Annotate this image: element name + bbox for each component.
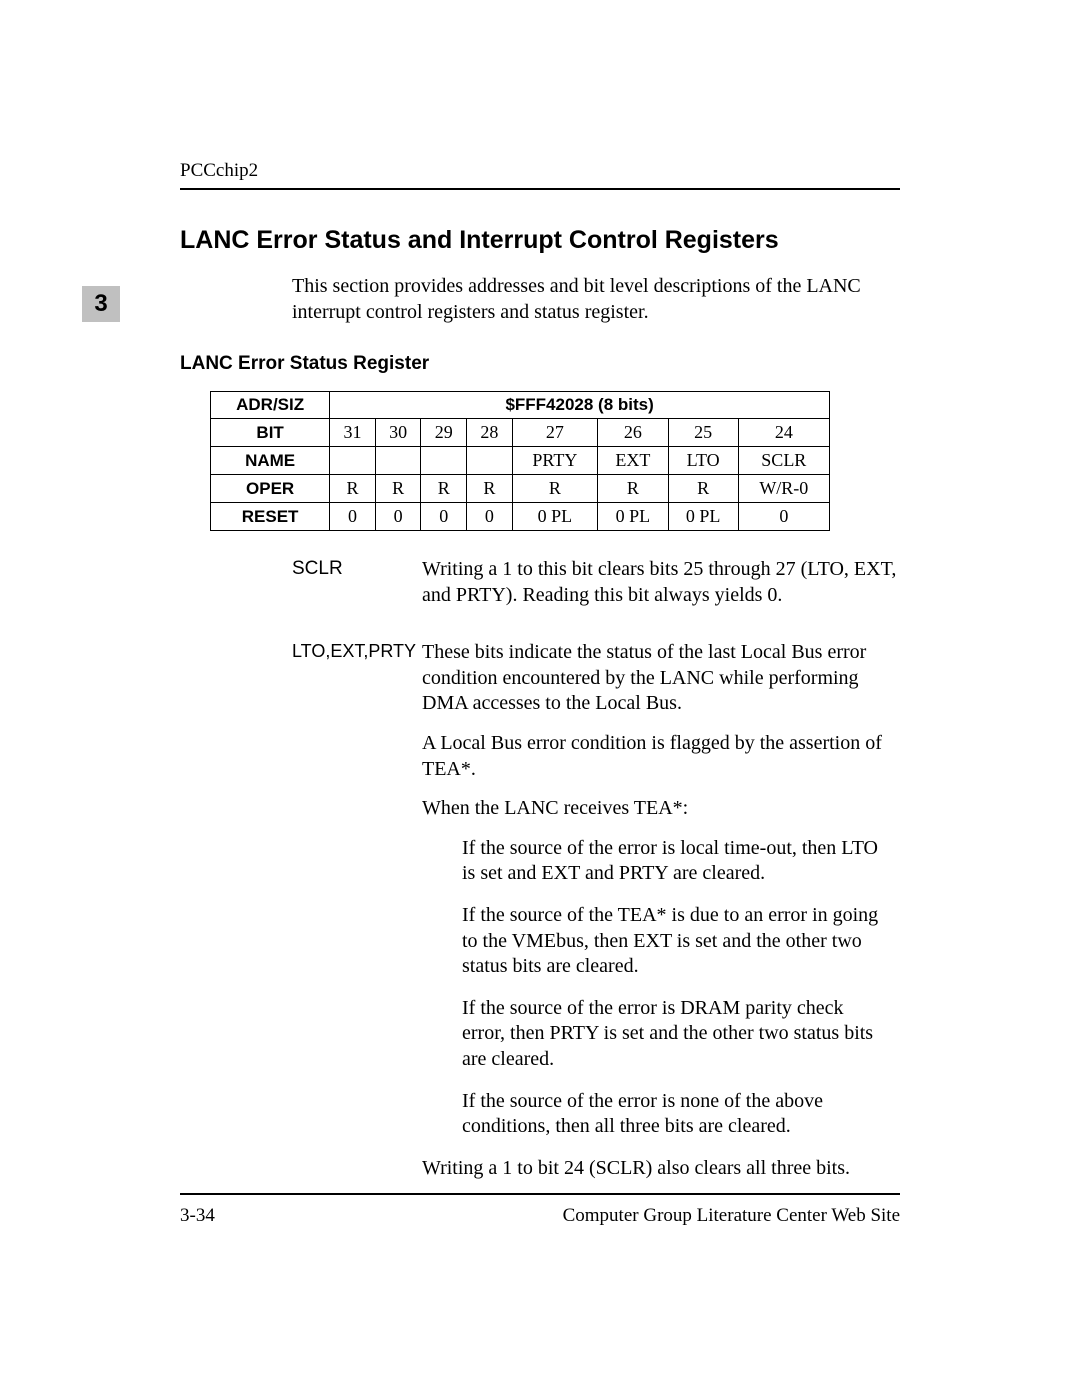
def-lto-p2: A Local Bus error condition is flagged b…: [422, 731, 900, 782]
oper-cell: W/R-0: [738, 475, 829, 503]
table-row-bit: BIT 31 30 29 28 27 26 25 24: [211, 419, 830, 447]
table-row-reset: RESET 0 0 0 0 0 PL 0 PL 0 PL 0: [211, 503, 830, 531]
def-term-sclr: SCLR: [292, 557, 422, 622]
def-lto-p4: Writing a 1 to bit 24 (SCLR) also clears…: [422, 1156, 900, 1182]
running-header: PCCchip2: [180, 160, 900, 182]
table-row-adr: ADR/SIZ $FFF42028 (8 bits): [211, 392, 830, 419]
intro-paragraph: This section provides addresses and bit …: [292, 273, 900, 325]
footer-text: Computer Group Literature Center Web Sit…: [563, 1205, 900, 1227]
oper-cell: R: [421, 475, 467, 503]
section-title: LANC Error Status and Interrupt Control …: [180, 226, 900, 255]
page-number: 3-34: [180, 1205, 215, 1227]
page: PCCchip2 3 LANC Error Status and Interru…: [0, 0, 1080, 1397]
def-body-sclr: Writing a 1 to this bit clears bits 25 t…: [422, 557, 900, 622]
bit-cell: 29: [421, 419, 467, 447]
reset-cell: 0: [421, 503, 467, 531]
def-term-lto: LTO,EXT,PRTY: [292, 640, 422, 1195]
def-lto-p1: These bits indicate the status of the la…: [422, 640, 900, 717]
reset-cell: 0: [375, 503, 421, 531]
bit-cell: 31: [330, 419, 376, 447]
oper-cell: R: [330, 475, 376, 503]
def-sclr: SCLR Writing a 1 to this bit clears bits…: [292, 557, 900, 622]
bit-cell: 24: [738, 419, 829, 447]
reset-cell: 0: [330, 503, 376, 531]
def-lto-sub1: If the source of the error is local time…: [462, 836, 900, 887]
bit-cell: 30: [375, 419, 421, 447]
footer-line: 3-34 Computer Group Literature Center We…: [180, 1205, 900, 1227]
register-table: ADR/SIZ $FFF42028 (8 bits) BIT 31 30 29 …: [210, 391, 830, 531]
def-lto-sub3: If the source of the error is DRAM parit…: [462, 996, 900, 1073]
reset-cell: 0: [467, 503, 513, 531]
row-label-reset: RESET: [211, 503, 330, 531]
definitions: SCLR Writing a 1 to this bit clears bits…: [292, 557, 900, 1195]
def-lto-p3: When the LANC receives TEA*:: [422, 796, 900, 822]
def-sclr-text: Writing a 1 to this bit clears bits 25 t…: [422, 557, 900, 608]
row-label-oper: OPER: [211, 475, 330, 503]
def-body-lto: These bits indicate the status of the la…: [422, 640, 900, 1195]
name-cell: [421, 447, 467, 475]
chapter-tab: 3: [82, 286, 120, 322]
row-label-name: NAME: [211, 447, 330, 475]
name-cell: SCLR: [738, 447, 829, 475]
reset-cell: 0 PL: [512, 503, 597, 531]
row-label-bit: BIT: [211, 419, 330, 447]
name-cell: PRTY: [512, 447, 597, 475]
def-lto: LTO,EXT,PRTY These bits indicate the sta…: [292, 640, 900, 1195]
name-cell: [467, 447, 513, 475]
oper-cell: R: [467, 475, 513, 503]
name-cell: EXT: [598, 447, 669, 475]
name-cell: LTO: [668, 447, 738, 475]
oper-cell: R: [375, 475, 421, 503]
bit-cell: 25: [668, 419, 738, 447]
name-cell: [375, 447, 421, 475]
bit-cell: 28: [467, 419, 513, 447]
def-lto-sublist: If the source of the error is local time…: [462, 836, 900, 1140]
oper-cell: R: [668, 475, 738, 503]
reset-cell: 0 PL: [598, 503, 669, 531]
adr-value: $FFF42028 (8 bits): [330, 392, 830, 419]
footer-rule: [180, 1193, 900, 1195]
reset-cell: 0 PL: [668, 503, 738, 531]
table-row-oper: OPER R R R R R R R W/R-0: [211, 475, 830, 503]
name-cell: [330, 447, 376, 475]
register-subtitle: LANC Error Status Register: [180, 353, 900, 375]
footer: 3-34 Computer Group Literature Center We…: [180, 1193, 900, 1227]
row-label-adr: ADR/SIZ: [211, 392, 330, 419]
oper-cell: R: [598, 475, 669, 503]
def-lto-sub4: If the source of the error is none of th…: [462, 1089, 900, 1140]
def-lto-sub2: If the source of the TEA* is due to an e…: [462, 903, 900, 980]
bit-cell: 26: [598, 419, 669, 447]
reset-cell: 0: [738, 503, 829, 531]
oper-cell: R: [512, 475, 597, 503]
table-row-name: NAME PRTY EXT LTO SCLR: [211, 447, 830, 475]
bit-cell: 27: [512, 419, 597, 447]
header-rule: [180, 188, 900, 190]
